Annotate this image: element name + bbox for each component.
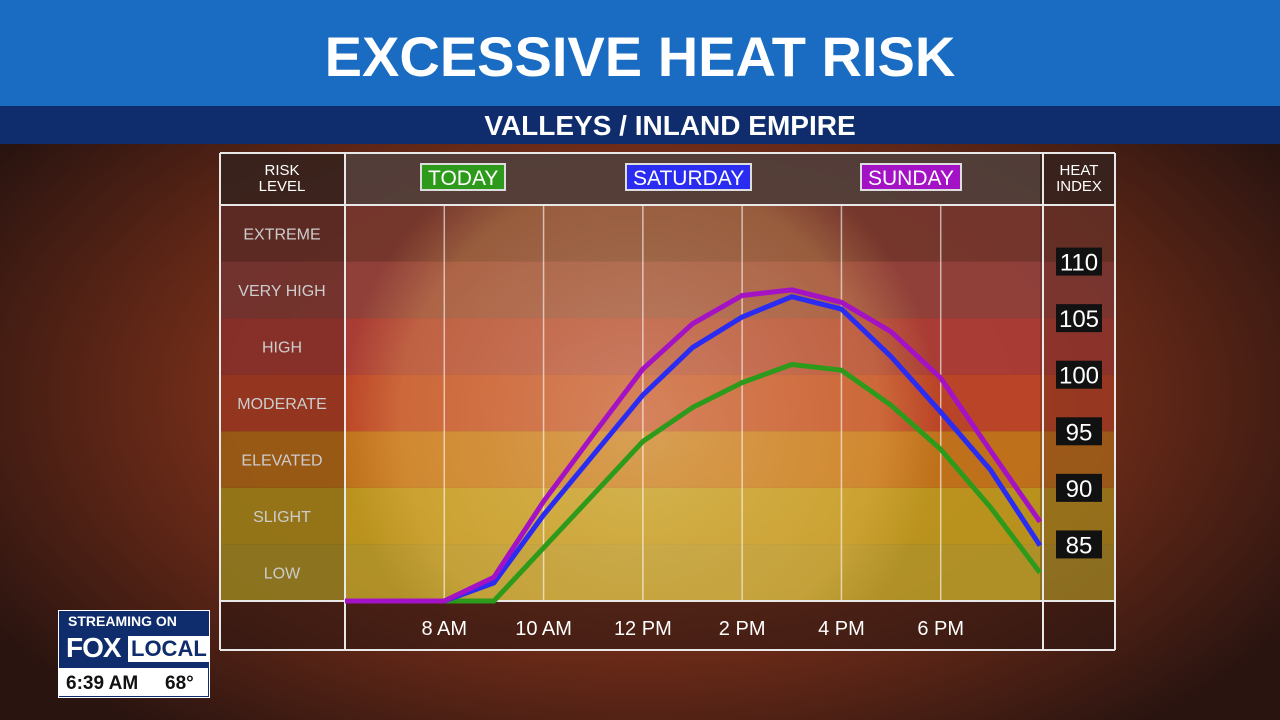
x-tick-label: 10 AM bbox=[515, 618, 572, 640]
streaming-label: STREAMING ON bbox=[68, 613, 177, 629]
temperature: 68° bbox=[165, 673, 194, 694]
y-tick-label: 95 bbox=[1066, 419, 1093, 446]
risk-label: MODERATE bbox=[237, 396, 326, 413]
y-tick-label: 90 bbox=[1066, 476, 1093, 503]
x-tick-label: 8 AM bbox=[421, 618, 467, 640]
legend-entry: SUNDAY bbox=[860, 163, 962, 191]
x-tick-label: 4 PM bbox=[818, 618, 865, 640]
risk-label: HIGH bbox=[262, 339, 302, 356]
legend-entry: TODAY bbox=[420, 163, 507, 191]
clock: 6:39 AM bbox=[66, 673, 139, 694]
subtitle-bar bbox=[0, 106, 1280, 144]
chart-title: EXCESSIVE HEAT RISK bbox=[325, 25, 956, 88]
y-tick-box bbox=[1056, 360, 1102, 389]
chart-subtitle: VALLEYS / INLAND EMPIRE bbox=[484, 110, 855, 141]
series-line bbox=[345, 287, 1043, 604]
legend-entry: SATURDAY bbox=[625, 163, 753, 191]
y-tick-box bbox=[1056, 247, 1102, 276]
brand-fox: FOX bbox=[66, 632, 122, 663]
x-tick-label: 12 PM bbox=[614, 618, 672, 640]
time-bar bbox=[58, 668, 208, 696]
risk-label: SLIGHT bbox=[253, 509, 311, 526]
risk-header: RISK LEVEL bbox=[258, 162, 306, 195]
x-tick-label: 6 PM bbox=[917, 618, 964, 640]
risk-label: EXTREME bbox=[243, 226, 320, 243]
y-tick-box bbox=[1056, 417, 1102, 446]
y-tick-box bbox=[1056, 304, 1102, 333]
y-tick-box bbox=[1056, 473, 1102, 502]
brand-local: LOCAL bbox=[128, 636, 210, 662]
risk-label: VERY HIGH bbox=[238, 283, 325, 300]
y-tick-label: 105 bbox=[1059, 306, 1099, 333]
risk-label: LOW bbox=[264, 566, 301, 583]
risk-label: ELEVATED bbox=[241, 453, 322, 470]
y-tick-label: 100 bbox=[1059, 363, 1099, 390]
series-line bbox=[345, 362, 1042, 604]
title-bar bbox=[0, 0, 1280, 106]
sun-glow bbox=[345, 205, 1040, 601]
left-column-shade bbox=[220, 205, 345, 601]
y-tick-label: 85 bbox=[1066, 532, 1093, 559]
index-header: HEAT INDEX bbox=[1056, 162, 1102, 195]
y-tick-box bbox=[1056, 530, 1102, 559]
x-tick-label: 2 PM bbox=[719, 618, 766, 640]
y-tick-label: 110 bbox=[1060, 250, 1098, 277]
